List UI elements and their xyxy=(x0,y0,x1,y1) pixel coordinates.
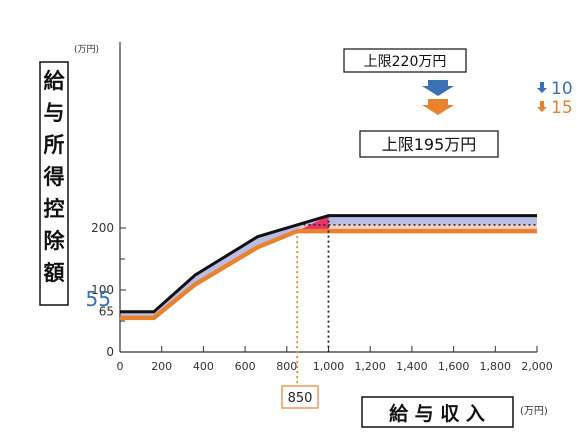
band-right-pink xyxy=(328,224,537,232)
y-tick-label: 0 xyxy=(106,345,114,359)
y-label-char: 所 xyxy=(44,133,65,157)
y-label-char: 除 xyxy=(44,229,66,253)
orange-down-arrow xyxy=(422,99,454,115)
cap-old-box xyxy=(343,48,467,73)
series-line-old xyxy=(120,214,537,314)
cap-new-label: 上限195万円 xyxy=(382,135,477,154)
x-tick-label: 2,000 xyxy=(521,360,553,373)
y-tick-label: 100 xyxy=(91,283,114,297)
start-new-label: 55 xyxy=(86,287,111,311)
x-tick-label: 400 xyxy=(193,360,214,373)
marker-850-label: 850 xyxy=(288,391,313,406)
x-tick-label: 1,800 xyxy=(480,360,512,373)
blue-down-arrow xyxy=(422,80,454,96)
drop-15-label: 15 xyxy=(551,98,573,118)
x-label-box xyxy=(361,396,514,428)
y-unit: (万円) xyxy=(74,44,99,55)
small-blue-arrow xyxy=(537,82,547,93)
small-orange-arrow xyxy=(537,101,547,112)
y-label-char: 与 xyxy=(44,101,65,125)
marker-850-box xyxy=(281,385,319,409)
x-tick-label: 1,600 xyxy=(438,360,470,373)
y-label-char: 額 xyxy=(43,261,65,285)
red-triangle xyxy=(297,215,329,232)
y-label-char: 得 xyxy=(43,165,65,189)
x-tick-label: 1,400 xyxy=(396,360,428,373)
series-line-new xyxy=(120,228,537,321)
cap-old-label: 上限220万円 xyxy=(364,54,447,70)
y-tick-label: 200 xyxy=(91,221,114,235)
x-tick-label: 600 xyxy=(235,360,256,373)
x-tick-label: 1,000 xyxy=(313,360,345,373)
y-label-box xyxy=(39,61,69,306)
y-tick-label: 65 xyxy=(99,305,114,319)
x-label: 給 与 収 入 xyxy=(389,402,485,425)
x-tick-label: 200 xyxy=(151,360,172,373)
x-tick-label: 1,200 xyxy=(354,360,386,373)
drop-10-label: 10 xyxy=(551,79,573,99)
cap-new-box xyxy=(359,130,499,158)
band-right-blue xyxy=(328,215,537,225)
x-tick-label: 0 xyxy=(117,360,124,373)
x-unit: (万円) xyxy=(520,406,548,417)
y-label-char: 給 xyxy=(44,69,66,93)
chart-axes: 0 200 400 600 800 1,000 1,200 1,400 1,600 1,800 2,… xyxy=(39,42,553,428)
x-tick-label: 800 xyxy=(276,360,297,373)
chart-lines xyxy=(120,214,537,385)
y-label-char: 控 xyxy=(44,197,65,221)
